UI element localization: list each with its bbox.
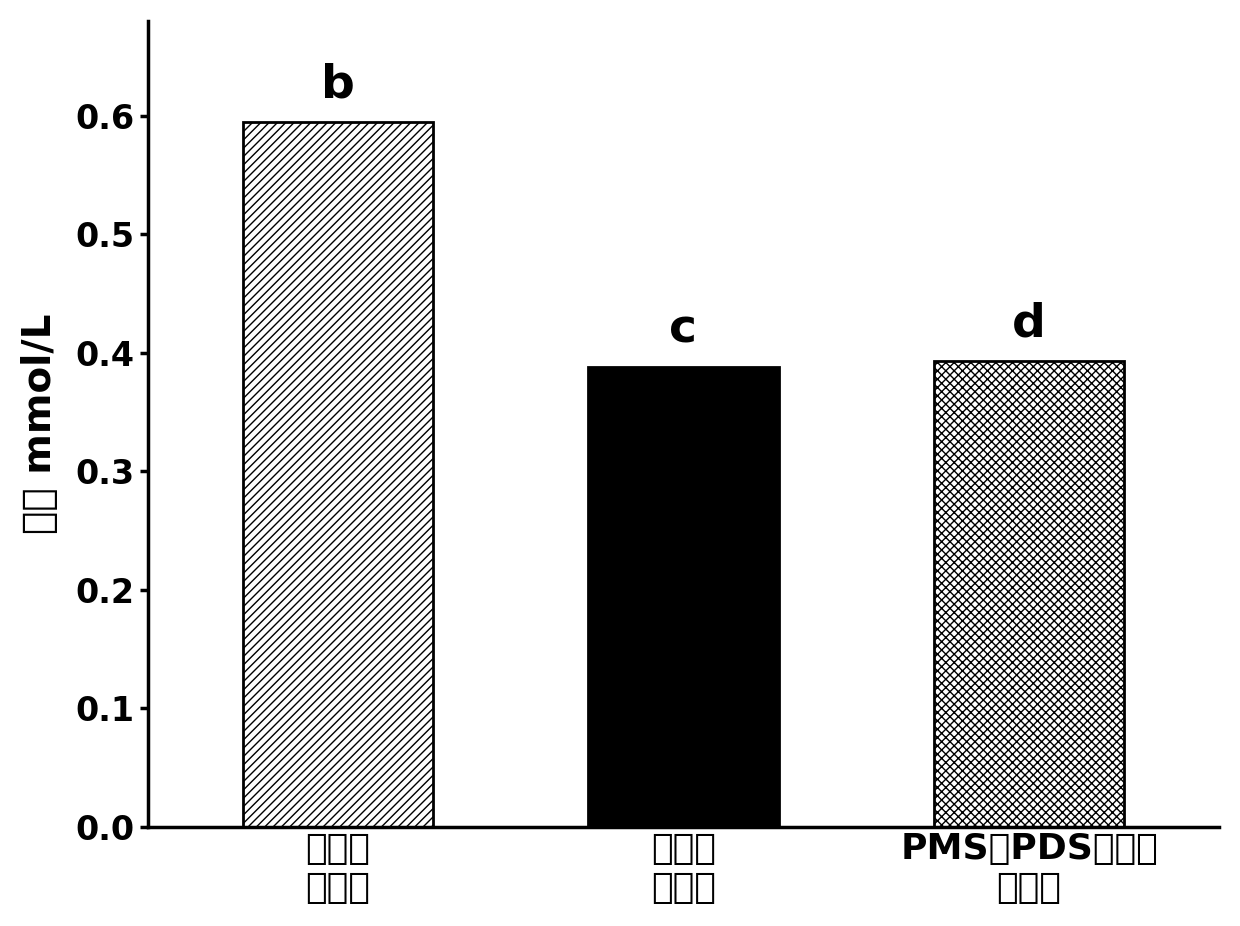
Text: b: b	[321, 62, 355, 107]
Text: c: c	[670, 307, 697, 353]
Text: d: d	[1012, 302, 1047, 347]
Bar	[589, 367, 779, 827]
Bar	[934, 361, 1125, 827]
Bar	[243, 121, 433, 827]
Y-axis label: 浓度 mmol/L: 浓度 mmol/L	[21, 314, 58, 534]
